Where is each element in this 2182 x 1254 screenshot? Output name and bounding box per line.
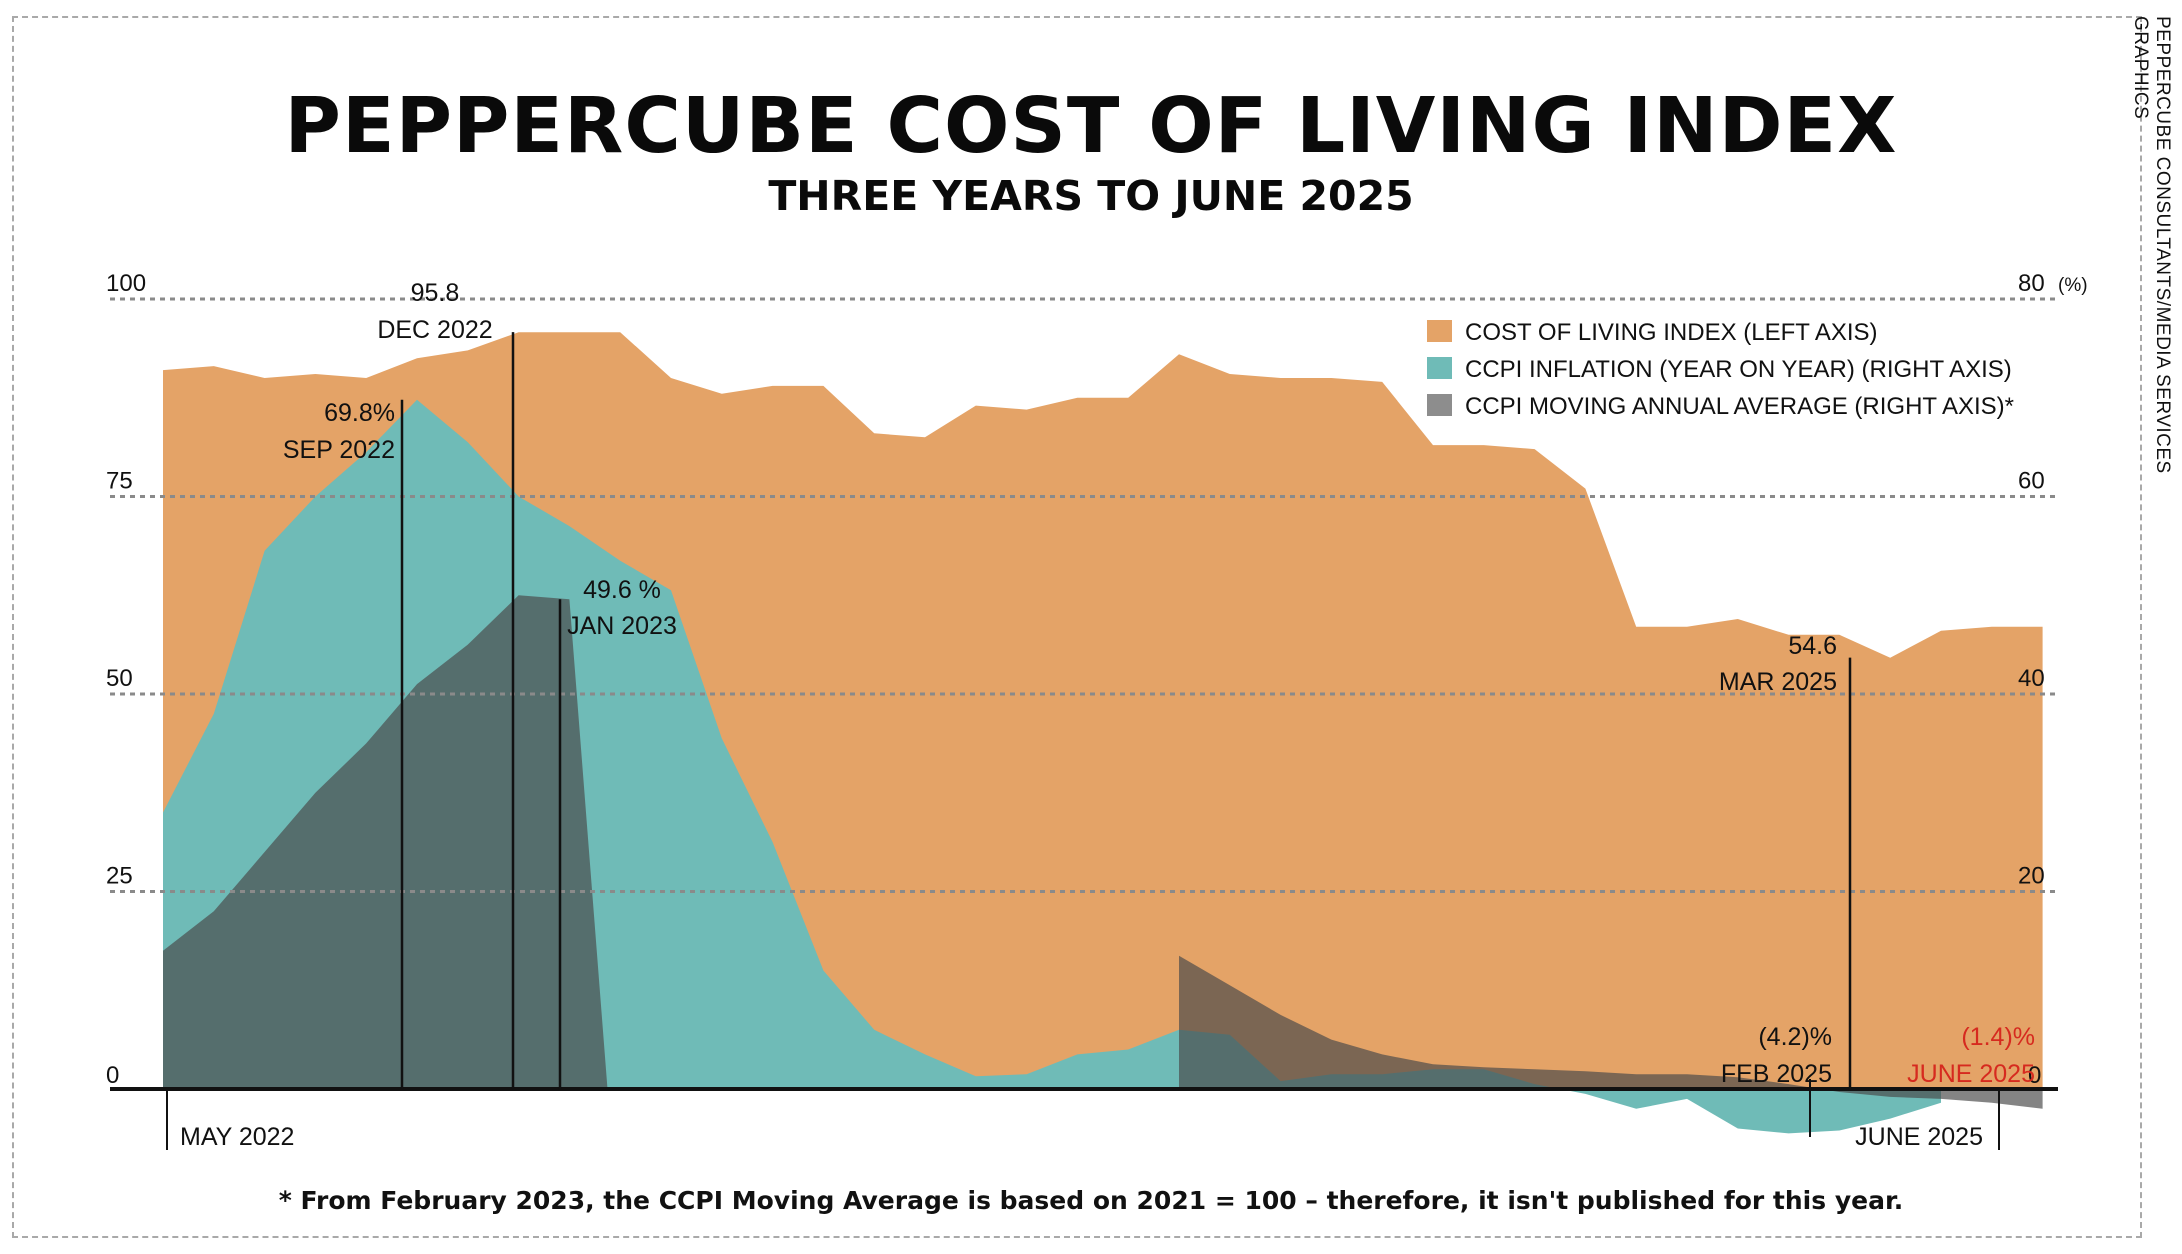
footnote: * From February 2023, the CCPI Moving Av… [278,1186,1904,1215]
ccpi-inflation-area [163,399,1941,1134]
annotation-value: (1.4)% [1961,1023,2035,1051]
x-axis-start-label: MAY 2022 [180,1123,294,1151]
right-axis-unit: (%) [2058,275,2088,296]
x-axis-end-label: JUNE 2025 [1855,1123,1983,1151]
chart-title: PEPPERCUBE COST OF LIVING INDEX [284,82,1898,171]
right-tick-label: 20 [2018,863,2045,890]
legend-swatch [1427,320,1452,342]
right-tick-label: 40 [2018,665,2045,692]
legend-label: CCPI MOVING ANNUAL AVERAGE (RIGHT AXIS)* [1465,393,2014,420]
annotation-date: FEB 2025 [1721,1060,1832,1088]
annotation-date: MAR 2025 [1719,668,1837,696]
right-tick-label: 60 [2018,468,2045,495]
left-tick-label: 25 [106,863,133,890]
legend-label: COST OF LIVING INDEX (LEFT AXIS) [1465,319,1878,346]
right-tick-label: 80 [2018,270,2045,297]
annotation-date: DEC 2022 [377,316,492,344]
left-tick-label: 50 [106,665,133,692]
annotation-value: 54.6 [1788,632,1837,660]
left-tick-label: 75 [106,468,133,495]
annotation-date: JAN 2023 [567,612,677,640]
annotation-value: 49.6 % [583,576,661,604]
ccpi-moving-average-area [163,595,2043,1109]
annotation-value: 69.8% [324,399,395,427]
left-tick-label: 0 [106,1062,119,1089]
right-tick-label: 0 [2028,1062,2041,1089]
chart-frame [12,16,2142,1238]
annotation-date: SEP 2022 [283,436,395,464]
legend-label: CCPI INFLATION (YEAR ON YEAR) (RIGHT AXI… [1465,356,2012,383]
annotation-value: (4.2)% [1758,1023,1832,1051]
left-tick-label: 100 [106,270,146,297]
legend-swatch [1427,394,1452,416]
graphics-credit: PEPPERCUBE CONSULTANTS/MEDIA SERVICES GR… [2130,16,2173,474]
annotation-value: 95.8 [411,279,460,307]
chart-subtitle: THREE YEARS TO JUNE 2025 [768,172,1414,220]
legend-swatch [1427,357,1452,379]
annotation-date: JUNE 2025 [1907,1060,2035,1088]
